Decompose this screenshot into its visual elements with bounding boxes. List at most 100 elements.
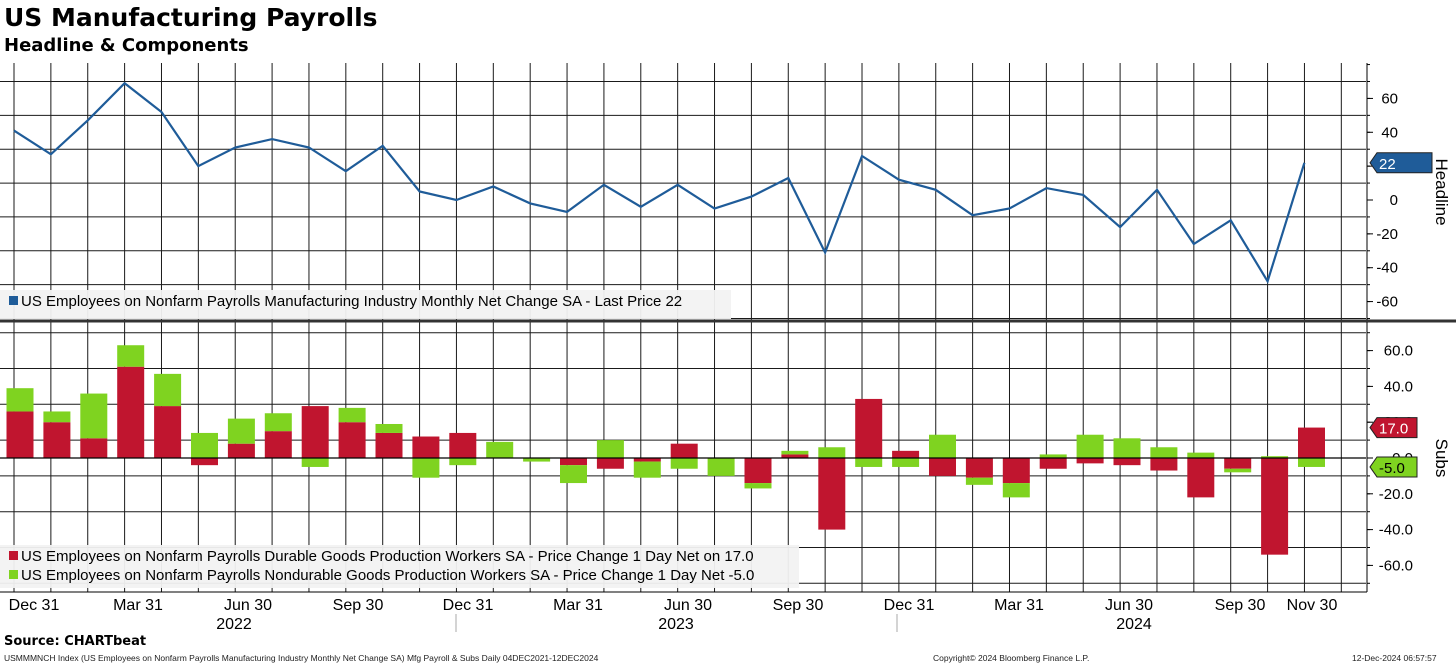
durable-bar	[929, 458, 956, 476]
durable-last-tag-shape	[1369, 417, 1418, 439]
nondurable-bar	[1224, 468, 1252, 473]
durable-bar	[781, 454, 809, 458]
nondurable-bar	[818, 447, 846, 458]
headline-last-tag-label: 22	[1379, 156, 1396, 173]
bottom-legend-entry: US Employees on Nonfarm Payrolls Nondura…	[21, 567, 754, 584]
durable-bar	[6, 411, 34, 458]
durable-bar	[596, 458, 624, 469]
durable-bar	[1224, 458, 1252, 469]
x-month-label: Sep 30	[1215, 597, 1266, 614]
nondurable-bar	[596, 440, 624, 458]
line-layer	[13, 81, 1306, 284]
nondurable-last-tag-label: -5.0	[1379, 460, 1405, 477]
nondurable-bar	[1113, 438, 1141, 458]
top-legend-bg	[0, 290, 731, 319]
durable-bar	[191, 458, 218, 466]
durable-bar	[375, 432, 403, 458]
bottom-legend-entry: US Employees on Nonfarm Payrolls Durable…	[21, 548, 754, 565]
headline-series-line	[13, 81, 1306, 284]
nondurable-bar	[707, 458, 735, 476]
nondurable-bar	[375, 423, 403, 433]
durable-bar	[449, 432, 477, 458]
x-year-label: 2022	[216, 616, 252, 633]
durable-bar	[1187, 458, 1215, 498]
durable-bar	[43, 422, 71, 458]
durable-bar	[892, 450, 920, 458]
durable-bar	[855, 398, 883, 458]
chart-subtitle: Headline & Components	[4, 35, 249, 56]
x-year-label: 2023	[658, 616, 694, 633]
bottom-legend-swatch	[9, 551, 18, 560]
durable-bar	[1113, 458, 1141, 466]
durable-bar	[264, 431, 292, 458]
x-month-label: Sep 30	[773, 597, 824, 614]
durable-bar	[1150, 458, 1178, 471]
durable-bar	[1076, 458, 1104, 464]
bottom-y-tick-label: -20.0	[1379, 486, 1413, 503]
durable-bar	[154, 406, 182, 458]
top-legend-entry: US Employees on Nonfarm Payrolls Manufac…	[21, 293, 682, 310]
nondurable-bar	[338, 407, 366, 423]
footer-copyright: Copyright© 2024 Bloomberg Finance L.P.	[933, 653, 1090, 663]
top-legend-swatch	[9, 296, 18, 305]
bottom-y-tick-label: -40.0	[1379, 522, 1413, 539]
nondurable-bar	[117, 345, 145, 367]
bars-layer	[6, 345, 1325, 555]
durable-bar	[412, 436, 440, 458]
nondurable-last-tag: -5.0	[1369, 456, 1418, 478]
nondurable-bar	[1298, 458, 1325, 467]
source-note: Source: CHARTbeat	[4, 634, 147, 649]
durable-bar	[670, 443, 698, 458]
x-month-label: Mar 31	[553, 597, 603, 614]
bottom-axis-title: Subs	[1432, 439, 1451, 478]
x-month-label: Jun 30	[664, 597, 712, 614]
nondurable-bar	[744, 483, 772, 489]
nondurable-bar	[227, 418, 255, 444]
x-month-label: Dec 31	[884, 597, 935, 614]
nondurable-bar	[6, 388, 34, 412]
durable-bar	[1261, 458, 1289, 555]
bottom-legend: US Employees on Nonfarm Payrolls Durable…	[0, 545, 799, 588]
nondurable-bar	[1002, 483, 1030, 498]
x-month-label: Sep 30	[333, 597, 384, 614]
x-month-label: Mar 31	[994, 597, 1044, 614]
nondurable-bar	[264, 413, 292, 432]
durable-bar	[1298, 427, 1325, 458]
bottom-legend-bg	[0, 545, 799, 588]
nondurable-bar	[80, 393, 108, 439]
durable-bar	[633, 458, 661, 462]
durable-bar	[560, 458, 587, 466]
x-month-label: Dec 31	[443, 597, 494, 614]
footer-index-info: USMMMNCH Index (US Employees on Nonfarm …	[4, 653, 599, 663]
x-month-label: Jun 30	[1105, 597, 1153, 614]
nondurable-bar	[412, 458, 440, 478]
x-month-label: Dec 31	[9, 597, 60, 614]
nondurable-bar	[43, 411, 71, 423]
bottom-y-tick-label: 40.0	[1384, 378, 1413, 395]
nondurable-last-tag-shape	[1369, 456, 1418, 478]
nondurable-bar	[486, 441, 514, 458]
nondurable-bar	[191, 432, 218, 458]
durable-bar	[227, 443, 255, 458]
footer-timestamp: 12-Dec-2024 06:57:57	[1352, 653, 1437, 663]
durable-bar	[117, 366, 145, 458]
nondurable-bar	[1076, 434, 1104, 458]
nondurable-bar	[1150, 447, 1178, 458]
x-year-label: 2024	[1116, 616, 1152, 633]
chart-title: US Manufacturing Payrolls	[4, 3, 378, 32]
nondurable-bar	[929, 434, 956, 458]
nondurable-bar	[965, 477, 993, 485]
top-y-tick-label: -20	[1376, 226, 1398, 243]
durable-bar	[818, 458, 846, 530]
top-legend: US Employees on Nonfarm Payrolls Manufac…	[0, 290, 731, 319]
grid-layer	[0, 63, 1456, 592]
axes-layer: -60-40-200204060-60.0-40.0-20.00.020.040…	[0, 63, 1451, 633]
nondurable-bar	[892, 458, 920, 467]
nondurable-bar	[1261, 456, 1289, 458]
durable-bar	[965, 458, 993, 478]
x-month-label: Nov 30	[1287, 597, 1338, 614]
top-y-tick-label: 40	[1381, 124, 1398, 141]
durable-bar	[338, 422, 366, 458]
bottom-y-tick-label: 60.0	[1384, 343, 1413, 360]
